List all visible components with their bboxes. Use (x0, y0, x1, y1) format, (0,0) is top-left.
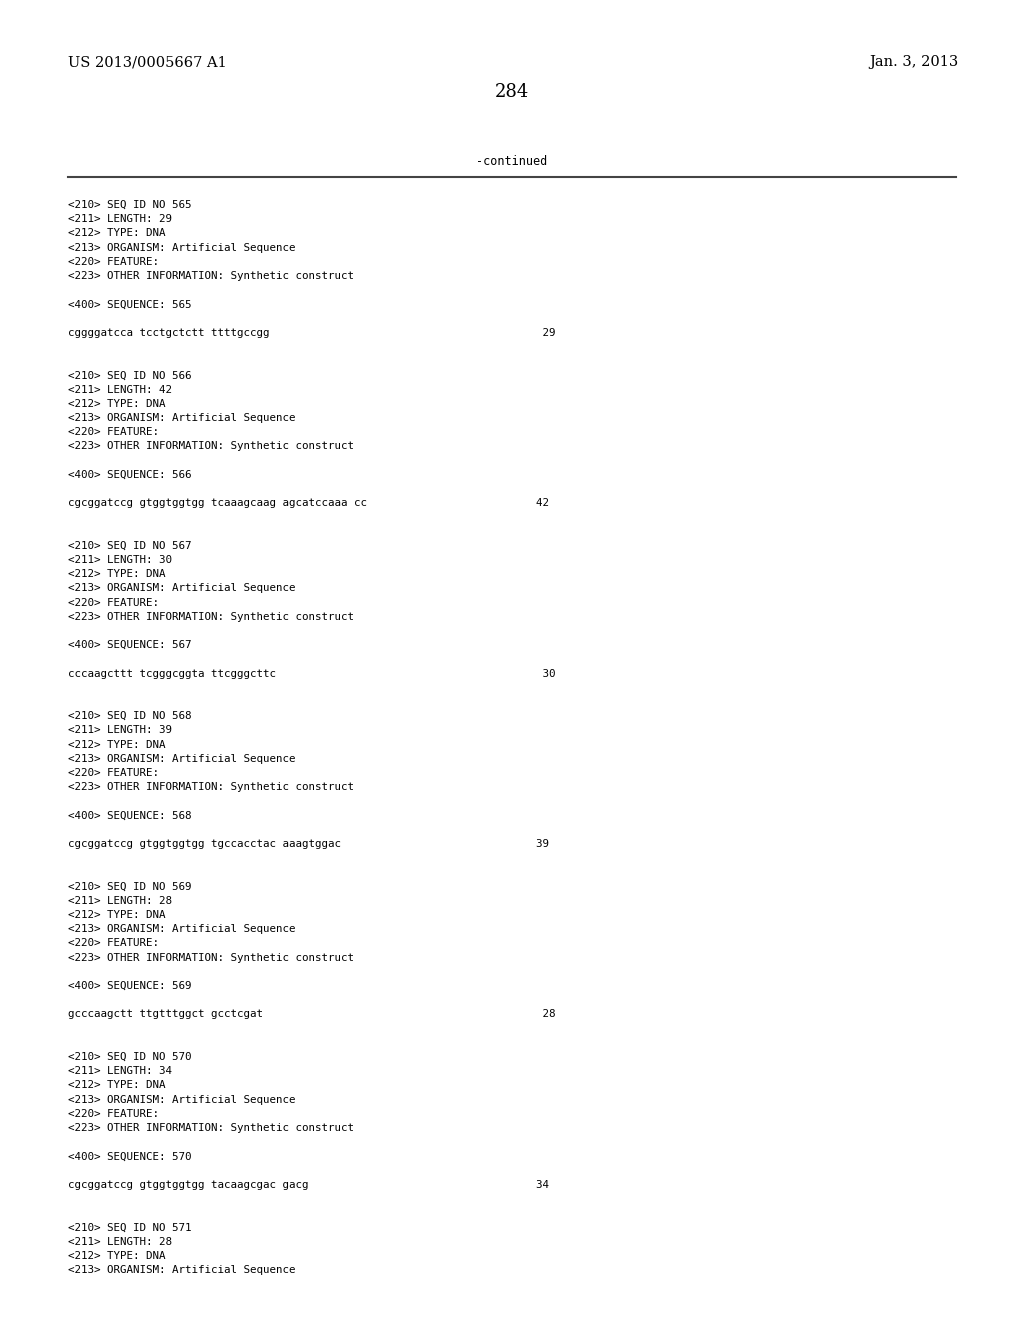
Text: <223> OTHER INFORMATION: Synthetic construct: <223> OTHER INFORMATION: Synthetic const… (68, 441, 354, 451)
Text: cggggatcca tcctgctctt ttttgccgg                                          29: cggggatcca tcctgctctt ttttgccgg 29 (68, 327, 555, 338)
Text: <213> ORGANISM: Artificial Sequence: <213> ORGANISM: Artificial Sequence (68, 413, 296, 422)
Text: <400> SEQUENCE: 566: <400> SEQUENCE: 566 (68, 470, 191, 479)
Text: <212> TYPE: DNA: <212> TYPE: DNA (68, 909, 166, 920)
Text: <212> TYPE: DNA: <212> TYPE: DNA (68, 399, 166, 409)
Text: <210> SEQ ID NO 565: <210> SEQ ID NO 565 (68, 201, 191, 210)
Text: US 2013/0005667 A1: US 2013/0005667 A1 (68, 55, 226, 69)
Text: <400> SEQUENCE: 568: <400> SEQUENCE: 568 (68, 810, 191, 821)
Text: <210> SEQ ID NO 566: <210> SEQ ID NO 566 (68, 371, 191, 380)
Text: <223> OTHER INFORMATION: Synthetic construct: <223> OTHER INFORMATION: Synthetic const… (68, 271, 354, 281)
Text: -continued: -continued (476, 154, 548, 168)
Text: <220> FEATURE:: <220> FEATURE: (68, 1109, 159, 1119)
Text: <400> SEQUENCE: 570: <400> SEQUENCE: 570 (68, 1151, 191, 1162)
Text: cgcggatccg gtggtggtgg tgccacctac aaagtggac                              39: cgcggatccg gtggtggtgg tgccacctac aaagtgg… (68, 840, 549, 849)
Text: <400> SEQUENCE: 567: <400> SEQUENCE: 567 (68, 640, 191, 651)
Text: 284: 284 (495, 83, 529, 102)
Text: <220> FEATURE:: <220> FEATURE: (68, 428, 159, 437)
Text: <213> ORGANISM: Artificial Sequence: <213> ORGANISM: Artificial Sequence (68, 583, 296, 594)
Text: Jan. 3, 2013: Jan. 3, 2013 (868, 55, 958, 69)
Text: cccaagcttt tcgggcggta ttcgggcttc                                         30: cccaagcttt tcgggcggta ttcgggcttc 30 (68, 669, 555, 678)
Text: <213> ORGANISM: Artificial Sequence: <213> ORGANISM: Artificial Sequence (68, 924, 296, 935)
Text: <210> SEQ ID NO 571: <210> SEQ ID NO 571 (68, 1222, 191, 1233)
Text: <212> TYPE: DNA: <212> TYPE: DNA (68, 569, 166, 579)
Text: <212> TYPE: DNA: <212> TYPE: DNA (68, 1251, 166, 1261)
Text: <223> OTHER INFORMATION: Synthetic construct: <223> OTHER INFORMATION: Synthetic const… (68, 611, 354, 622)
Text: <220> FEATURE:: <220> FEATURE: (68, 257, 159, 267)
Text: <213> ORGANISM: Artificial Sequence: <213> ORGANISM: Artificial Sequence (68, 1265, 296, 1275)
Text: <400> SEQUENCE: 565: <400> SEQUENCE: 565 (68, 300, 191, 309)
Text: <210> SEQ ID NO 567: <210> SEQ ID NO 567 (68, 541, 191, 550)
Text: <211> LENGTH: 42: <211> LENGTH: 42 (68, 384, 172, 395)
Text: <212> TYPE: DNA: <212> TYPE: DNA (68, 228, 166, 239)
Text: <211> LENGTH: 29: <211> LENGTH: 29 (68, 214, 172, 224)
Text: <220> FEATURE:: <220> FEATURE: (68, 598, 159, 607)
Text: <223> OTHER INFORMATION: Synthetic construct: <223> OTHER INFORMATION: Synthetic const… (68, 783, 354, 792)
Text: <211> LENGTH: 28: <211> LENGTH: 28 (68, 896, 172, 906)
Text: gcccaagctt ttgtttggct gcctcgat                                           28: gcccaagctt ttgtttggct gcctcgat 28 (68, 1010, 555, 1019)
Text: <210> SEQ ID NO 568: <210> SEQ ID NO 568 (68, 711, 191, 721)
Text: <210> SEQ ID NO 570: <210> SEQ ID NO 570 (68, 1052, 191, 1063)
Text: <210> SEQ ID NO 569: <210> SEQ ID NO 569 (68, 882, 191, 891)
Text: <223> OTHER INFORMATION: Synthetic construct: <223> OTHER INFORMATION: Synthetic const… (68, 1123, 354, 1133)
Text: <211> LENGTH: 39: <211> LENGTH: 39 (68, 726, 172, 735)
Text: <211> LENGTH: 34: <211> LENGTH: 34 (68, 1067, 172, 1076)
Text: <211> LENGTH: 30: <211> LENGTH: 30 (68, 554, 172, 565)
Text: <223> OTHER INFORMATION: Synthetic construct: <223> OTHER INFORMATION: Synthetic const… (68, 953, 354, 962)
Text: <213> ORGANISM: Artificial Sequence: <213> ORGANISM: Artificial Sequence (68, 243, 296, 252)
Text: cgcggatccg gtggtggtgg tcaaagcaag agcatccaaa cc                          42: cgcggatccg gtggtggtgg tcaaagcaag agcatcc… (68, 498, 549, 508)
Text: <212> TYPE: DNA: <212> TYPE: DNA (68, 739, 166, 750)
Text: <213> ORGANISM: Artificial Sequence: <213> ORGANISM: Artificial Sequence (68, 754, 296, 764)
Text: <213> ORGANISM: Artificial Sequence: <213> ORGANISM: Artificial Sequence (68, 1094, 296, 1105)
Text: <220> FEATURE:: <220> FEATURE: (68, 939, 159, 948)
Text: <212> TYPE: DNA: <212> TYPE: DNA (68, 1080, 166, 1090)
Text: <211> LENGTH: 28: <211> LENGTH: 28 (68, 1237, 172, 1246)
Text: <400> SEQUENCE: 569: <400> SEQUENCE: 569 (68, 981, 191, 991)
Text: <220> FEATURE:: <220> FEATURE: (68, 768, 159, 777)
Text: cgcggatccg gtggtggtgg tacaagcgac gacg                                   34: cgcggatccg gtggtggtgg tacaagcgac gacg 34 (68, 1180, 549, 1189)
